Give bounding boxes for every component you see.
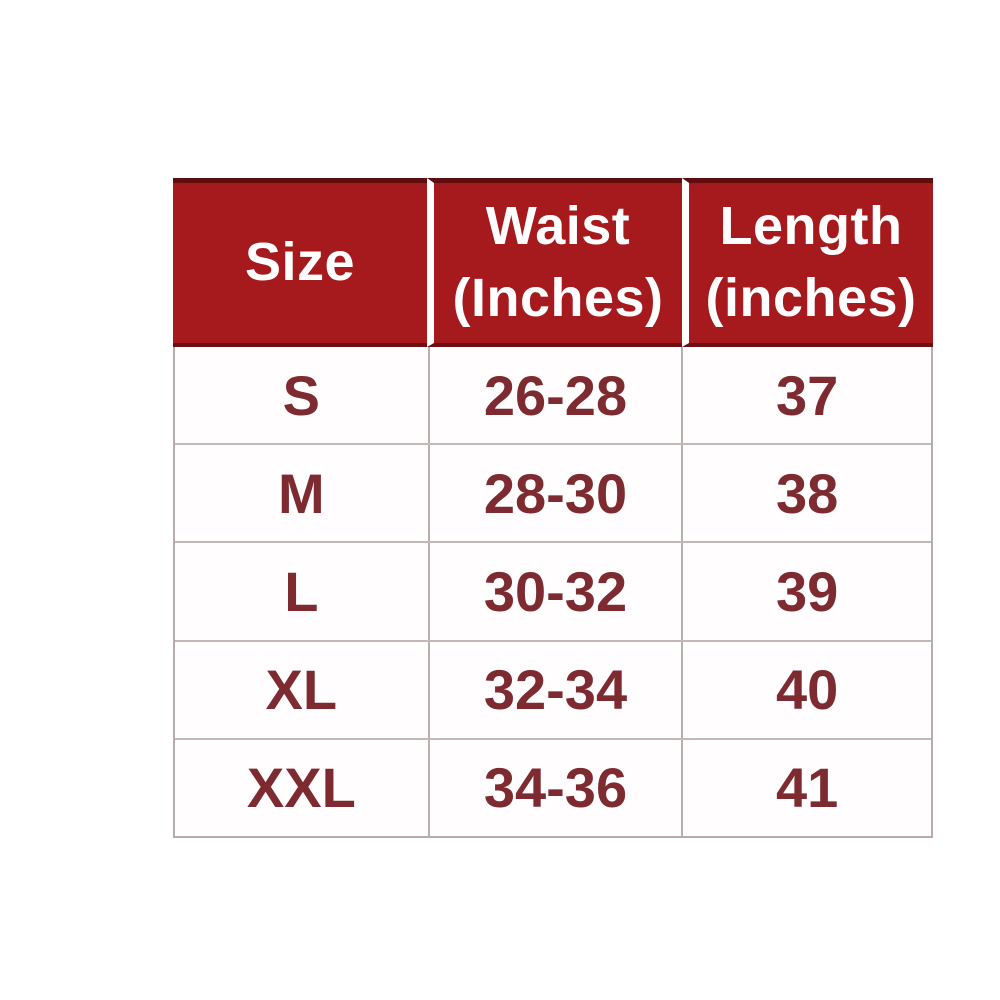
header-waist-label: Waist bbox=[485, 196, 631, 257]
table-row-l: L 30-32 39 bbox=[175, 541, 931, 640]
table-row-xxl: XXL 34-36 41 bbox=[175, 737, 931, 837]
table-row-xl: XL 32-34 40 bbox=[175, 639, 931, 738]
cell-size: XXL bbox=[246, 756, 356, 820]
cell-size: S bbox=[282, 363, 320, 427]
table-body: S 26-28 37 M 28-30 38 L 30-32 39 XL 32-3… bbox=[173, 347, 933, 838]
header-waist-unit-label: (Inches) bbox=[452, 268, 664, 328]
header-length-label: Length bbox=[719, 196, 903, 257]
cell-length: 38 bbox=[681, 445, 931, 542]
header-length-unit-label: (inches) bbox=[705, 268, 917, 328]
header-cell-waist: Waist (Inches) bbox=[427, 178, 682, 347]
cell-size: M bbox=[278, 461, 325, 525]
cell-size: XL bbox=[265, 658, 338, 722]
size-chart-table: Size Waist (Inches) Length (inches) S 26… bbox=[173, 178, 933, 838]
cell-waist: 30-32 bbox=[427, 543, 682, 640]
table-row-m: M 28-30 38 bbox=[175, 443, 931, 542]
cell-waist: 28-30 bbox=[427, 445, 682, 542]
cell-size: L bbox=[284, 560, 319, 623]
cell-waist: 34-36 bbox=[427, 739, 682, 837]
header-size-label: Size bbox=[244, 232, 356, 293]
cell-length: 37 bbox=[681, 347, 931, 444]
cell-waist: 32-34 bbox=[427, 641, 682, 738]
cell-length: 40 bbox=[681, 641, 931, 738]
cell-waist: 26-28 bbox=[427, 347, 682, 444]
header-cell-length: Length (inches) bbox=[682, 178, 933, 347]
cell-length: 41 bbox=[681, 739, 931, 837]
header-cell-size: Size bbox=[173, 178, 427, 347]
table-header-row: Size Waist (Inches) Length (inches) bbox=[173, 178, 933, 347]
cell-length: 39 bbox=[681, 543, 931, 640]
table-row-s: S 26-28 37 bbox=[175, 347, 931, 444]
